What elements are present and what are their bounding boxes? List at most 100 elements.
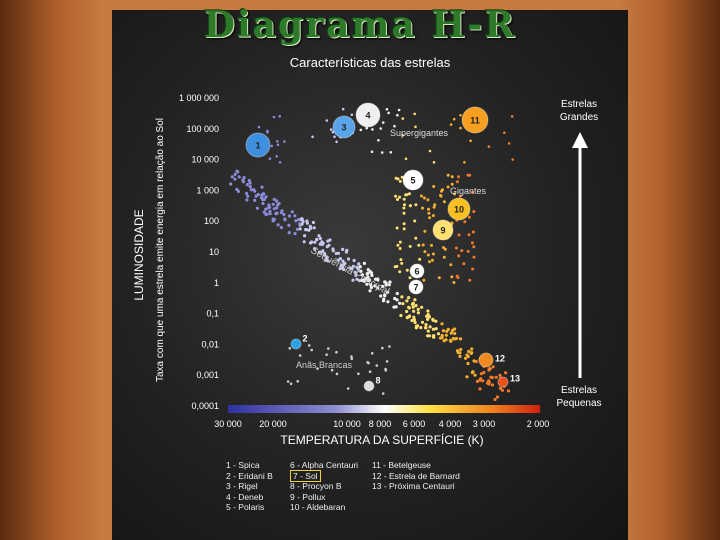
star-dot [440,322,444,326]
star-dot [362,261,366,265]
star-dot [450,182,454,186]
label-supergiants: Supergigantes [390,128,449,138]
legend-item: 8 - Procyon B [290,481,342,491]
star-dot [503,131,506,134]
y-tick-label: 0,01 [201,339,219,349]
star-6 [409,263,425,279]
star-number-label: 3 [341,123,346,133]
star-dot [272,115,276,119]
star-dot [307,344,311,347]
star-dot [412,309,416,313]
star-dot [394,176,398,180]
star-dot [452,281,456,284]
star-dot [323,253,327,257]
star-dot [467,233,471,237]
star-dot [405,193,409,197]
star-dot [379,127,383,130]
star-dot [350,355,353,358]
star-dot [353,270,357,274]
y-tick-label: 100 000 [186,124,219,134]
star-dot [396,198,399,201]
star-dot [428,325,432,329]
label-giants: Gigantes [450,186,487,196]
star-dot [426,329,430,333]
star-dot [449,263,453,267]
star-dot [266,206,270,210]
star-dot [399,313,403,318]
star-dot [428,149,432,153]
star-dot [345,248,349,252]
star-dot [425,314,429,318]
star-dot [467,349,471,354]
star-dot [341,107,345,111]
star-dot [381,121,385,124]
star-dot [346,257,351,261]
star-dot [427,207,430,211]
star-dot [402,211,406,215]
star-dot [283,218,287,222]
star-dot [493,397,497,402]
star-dot [312,226,316,230]
star-dot [381,392,385,395]
star-dot [396,113,399,117]
star-dot [479,377,483,381]
star-dot [449,331,453,335]
star-1 [245,132,271,158]
legend-item: 5 - Polaris [226,502,265,512]
star-dot [470,370,474,375]
star-dot [389,151,393,154]
star-number-label: 7 [413,283,418,293]
star-dot [405,299,409,303]
star-dot [358,265,362,269]
star-dot [376,286,380,290]
star-dot [242,176,246,180]
star-dot [411,305,415,309]
star-dot [400,175,404,179]
star-dot [475,379,480,383]
star-dot [401,117,405,120]
star-dot [494,375,498,379]
star-dot [403,203,406,207]
star-dot [487,145,491,148]
star-dot [350,357,354,361]
star-dot [294,219,298,223]
star-dot [459,126,462,130]
temperature-color-bar [228,405,540,413]
star-dot [300,222,304,226]
star-dot [287,223,291,227]
star-dot [368,289,372,293]
star-dot [264,195,268,199]
star-dot [327,347,330,350]
star-dot [414,303,418,308]
y-tick-label: 10 000 [191,155,219,165]
star-dot [450,175,454,179]
star-dot [458,337,463,341]
star-dot [427,211,431,215]
star-dot [498,373,502,377]
star-dot [255,206,259,210]
y-tick-label: 0,001 [196,370,219,380]
star-dot [398,270,402,274]
star-dot [302,240,306,244]
star-dot [400,261,404,265]
y-tick-label: 1 000 [196,185,219,195]
star-dot [293,232,297,236]
star-dot [424,326,428,330]
star-number-label: 4 [365,111,370,121]
star-dot [454,246,458,250]
star-dot [276,140,279,143]
star-dot [241,180,246,184]
star-dot [357,372,360,376]
star-8 [363,380,375,392]
star-dot [274,212,278,216]
star-dot [426,198,430,202]
star-dot [230,175,234,179]
y-tick-label: 1 [214,278,219,288]
star-dot [431,318,435,322]
star-dot [315,237,319,241]
star-dot [466,361,470,366]
legend-item: 9 - Pollux [290,491,326,502]
star-dot [310,348,314,352]
star-dot [327,243,331,247]
star-dot [487,368,491,372]
